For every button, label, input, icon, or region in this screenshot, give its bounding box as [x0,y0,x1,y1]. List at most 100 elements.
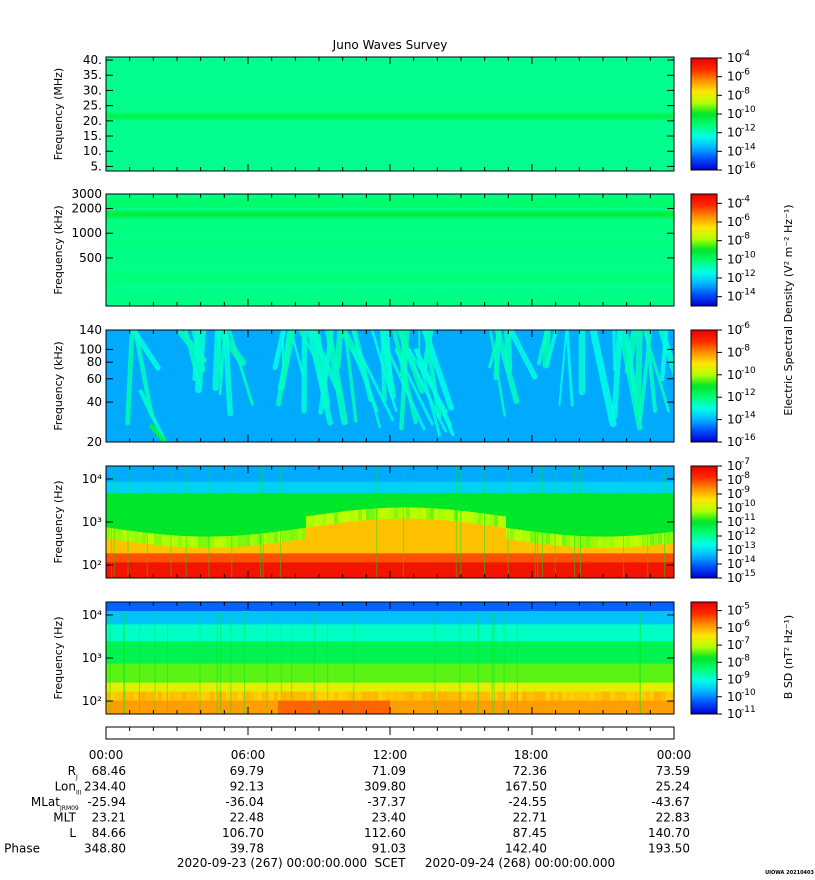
colorbar-tick-label: 10 [727,501,742,515]
panel-lfr-low: 10⁴ 10³ 10² Frequency (Hz) [52,465,675,579]
colorbar-tick-label: 10 [727,473,742,487]
colorbar-tick-label: 10 [727,51,742,65]
ytick-label: 5. [91,159,102,173]
colorbar-tick-exp: -9 [741,671,750,681]
colorbar-tick-label: 10 [727,707,742,721]
colorbar-tick-exp: -13 [741,541,756,551]
colorbar-tick-exp: -10 [741,688,756,698]
ytick-label: 30. [83,83,102,97]
colorbar-tick-label: 10 [727,234,742,248]
ylabel-lfr-high: Frequency (kHz) [52,341,65,430]
ytick-label: 40 [87,395,102,409]
ephem-value: 23.21 [92,811,126,825]
ephem-value: 92.13 [230,780,264,794]
ephem-value: 68.46 [92,764,126,778]
ytick-label: 10² [82,558,102,572]
ytick-label: 35. [83,68,102,82]
scet-label: SCET [375,856,407,870]
colorbar-tick-exp: -10 [741,105,756,115]
ephem-row-label: MLat [31,795,60,809]
colorbar-tick-label: 10 [727,126,742,140]
time-label: 18:00 [514,748,549,762]
colorbar-tick-exp: -8 [741,471,750,481]
colorbar-tick-label: 10 [727,673,742,687]
colorbar-tick-label: 10 [727,368,742,382]
spectrogram-image-bsd [106,602,674,714]
colorbar-tick-exp: -4 [741,49,750,59]
colorbar-tick-label: 10 [727,88,742,102]
ephem-value: 73.59 [656,764,690,778]
colorbar-tick-label: 10 [727,290,742,304]
ytick-label: 60 [87,372,102,386]
ephem-value: -36.04 [225,795,264,809]
colorbar-tick-label: 10 [727,107,742,121]
colorbar-tick-label: 10 [727,529,742,543]
ytick-label: 10. [83,144,102,158]
ephem-value: 71.09 [372,764,406,778]
ephem-row-label: MLT [53,811,76,825]
colorbar-tick-label: 10 [727,557,742,571]
ephem-value: -43.67 [651,795,690,809]
colorbar-tick-label: 10 [727,571,742,585]
ephem-value: 22.48 [230,811,264,825]
colorbar-tick-label: 10 [727,621,742,635]
colorbar-tick-label: 10 [727,543,742,557]
colorbar-tick-exp: -10 [741,499,756,509]
ephem-value: 309.80 [364,780,406,794]
scet-end: 2020-09-24 (268) 00:00:00.000 [425,856,615,870]
colorbar-tick-label: 10 [727,638,742,652]
colorbar-tick-exp: -12 [741,527,756,537]
ephem-value: 106.70 [222,826,264,840]
ephem-row-label: Lon [55,780,76,794]
ephemeris-table: 00:00 06:00 12:00 18:00 00:00 R J 68.46 69.79 71.… [0,748,691,856]
ephem-row-sub: J [75,774,78,781]
colorbar-tick-exp: -14 [741,411,756,421]
colorbar-tick-label: 10 [727,323,742,337]
spectrogram-image-hf-low [106,194,674,306]
colorbar-tick-exp: -6 [741,619,750,629]
ytick-label: 10² [82,694,102,708]
ephem-value: 142.40 [505,842,547,856]
ytick-label: 1000 [71,226,102,240]
colorbar-tick-label: 10 [727,487,742,501]
colorbar-tick-label: 10 [727,271,742,285]
ytick-label: 15. [83,129,102,143]
panel-bsd: 10⁴ 10³ 10² Frequency (Hz) [52,601,675,715]
ephem-value: -24.55 [508,795,547,809]
spectrogram-image-lfr-low [106,466,674,578]
colorbar-tick-exp: -16 [741,161,756,171]
ylabel-hf-low: Frequency (kHz) [52,205,65,294]
colorbar-tick-exp: -12 [741,269,756,279]
colorbar-tick-exp: -11 [741,513,756,523]
time-label: 00:00 [657,748,692,762]
colorbar-tick-exp: -14 [741,288,756,298]
colorbar-tick-label: 10 [727,655,742,669]
colorbar-lfr-low: 10-710-810-910-1010-1110-1210-1310-1410-… [690,457,756,585]
ephem-row-label: R [68,764,76,778]
colorbar-tick-exp: -15 [741,569,756,579]
footer-stamp: UIOWA 20210403 [765,870,814,876]
spectrogram-image-lfr-high [106,330,674,442]
colorbar-tick-exp: -8 [741,232,750,242]
colorbar-tick-exp: -12 [741,388,756,398]
ephem-value: 39.78 [230,842,264,856]
ephem-value: 140.70 [648,826,690,840]
ephem-value: 84.66 [92,826,126,840]
ephem-row-label: Io Phase [0,842,40,856]
colorbar-tick-label: 10 [727,252,742,266]
time-label: 06:00 [231,748,266,762]
colorbar-tick-label: 10 [727,215,742,229]
ylabel-lfr-low: Frequency (Hz) [52,481,65,564]
ephem-value: 87.45 [513,826,547,840]
spectrogram-panels: 40.35.30. 25.20.15.10.5. Frequency (MHz) 30… [52,53,675,715]
ylabel-hf-high: Frequency (MHz) [52,68,65,160]
ytick-label: 500 [79,251,102,265]
colorbar-tick-label: 10 [727,413,742,427]
colorbar-tick-exp: -14 [741,142,756,152]
colorbar-tick-label: 10 [727,390,742,404]
ephem-value: 22.83 [656,811,690,825]
ytick-label: 2000 [71,201,102,215]
